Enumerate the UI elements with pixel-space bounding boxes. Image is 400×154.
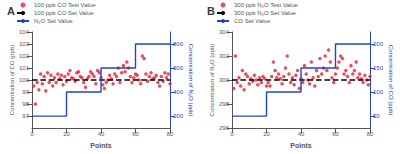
svg-text:100 ppb CO Test Value: 100 ppb CO Test Value — [34, 2, 96, 8]
svg-text:200: 200 — [373, 41, 384, 47]
svg-text:Points: Points — [90, 142, 111, 149]
svg-text:200: 200 — [173, 113, 184, 119]
svg-text:80: 80 — [167, 131, 174, 137]
svg-text:CO Set Value: CO Set Value — [234, 18, 271, 24]
svg-text:98: 98 — [22, 101, 29, 107]
svg-text:80: 80 — [367, 131, 374, 137]
svg-text:Concentration of CO (ppb): Concentration of CO (ppb) — [388, 45, 394, 115]
svg-text:102: 102 — [19, 53, 30, 59]
svg-text:400: 400 — [173, 89, 184, 95]
svg-text:99: 99 — [22, 89, 29, 95]
svg-text:97: 97 — [22, 113, 29, 119]
svg-text:300 ppb N₂O Set Value: 300 ppb N₂O Set Value — [234, 10, 297, 16]
svg-text:60: 60 — [132, 131, 139, 137]
svg-text:600: 600 — [173, 65, 184, 71]
svg-text:Concentration of CO (ppb): Concentration of CO (ppb) — [9, 45, 15, 115]
svg-text:300 ppb N₂O Test Value: 300 ppb N₂O Test Value — [234, 2, 298, 8]
svg-text:104: 104 — [19, 29, 30, 35]
svg-text:60: 60 — [332, 131, 339, 137]
svg-text:296: 296 — [219, 125, 230, 131]
svg-text:800: 800 — [173, 41, 184, 47]
svg-text:302: 302 — [219, 53, 230, 59]
svg-text:103: 103 — [19, 41, 30, 47]
svg-text:N₂O Set Value: N₂O Set Value — [34, 18, 73, 24]
svg-text:50: 50 — [373, 113, 380, 119]
svg-text:150: 150 — [373, 65, 384, 71]
svg-text:300: 300 — [219, 77, 230, 83]
svg-text:100 ppb CO Set Value: 100 ppb CO Set Value — [34, 10, 94, 16]
svg-text:298: 298 — [219, 101, 230, 107]
svg-text:0: 0 — [30, 131, 34, 137]
svg-text:101: 101 — [19, 65, 30, 71]
svg-text:0: 0 — [230, 131, 234, 137]
svg-text:100: 100 — [19, 77, 30, 83]
svg-text:100: 100 — [373, 89, 384, 95]
svg-text:Concentration of N₂O (ppb): Concentration of N₂O (ppb) — [209, 44, 215, 117]
svg-text:40: 40 — [298, 131, 305, 137]
svg-text:20: 20 — [263, 131, 270, 137]
svg-text:A: A — [7, 5, 15, 17]
svg-text:Points: Points — [290, 142, 311, 149]
svg-text:20: 20 — [63, 131, 70, 137]
svg-text:B: B — [207, 5, 215, 17]
svg-text:304: 304 — [219, 29, 230, 35]
svg-text:40: 40 — [98, 131, 105, 137]
svg-text:Concentration of N₂O (ppb): Concentration of N₂O (ppb) — [188, 44, 194, 117]
